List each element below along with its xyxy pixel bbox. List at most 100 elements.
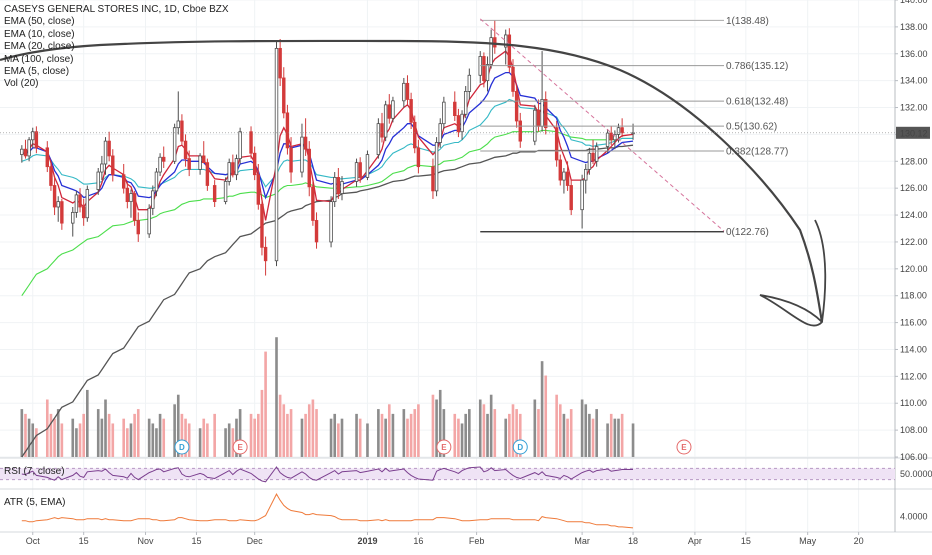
candle-body: [45, 147, 50, 168]
candle: [376, 118, 381, 159]
candle-body: [278, 47, 282, 79]
legend-ma100[interactable]: MA (100, close): [4, 53, 74, 65]
volume-bar: [329, 418, 333, 457]
candle: [121, 163, 126, 194]
candle-body: [227, 162, 231, 182]
event-marker: E: [676, 439, 692, 455]
price-tick-label: 106.00: [900, 452, 928, 462]
candle: [536, 99, 541, 132]
candle: [231, 154, 235, 178]
price-tick-label: 116.00: [900, 318, 927, 328]
rsi-title[interactable]: RSI (7, close): [4, 466, 65, 477]
volume-bar: [555, 394, 558, 457]
volume-bar: [468, 409, 471, 457]
volume-bar: [162, 418, 166, 457]
candle: [34, 126, 39, 154]
fib-level-label: 0.382(128.77): [726, 146, 788, 157]
candle-body: [20, 148, 24, 155]
candle-body: [27, 139, 31, 157]
candle: [354, 158, 359, 187]
candle: [387, 94, 391, 124]
candle: [340, 176, 344, 201]
candle: [544, 91, 548, 135]
candle: [183, 134, 188, 167]
candle: [569, 180, 573, 216]
candle-body: [121, 174, 126, 189]
volume-bar: [558, 404, 562, 457]
volume-bar: [235, 418, 238, 457]
volume-bar: [96, 409, 100, 457]
candle-body: [176, 120, 180, 129]
candle: [587, 147, 592, 175]
volume-bar: [402, 409, 406, 457]
candle-body: [172, 127, 177, 162]
candle-body: [34, 131, 39, 149]
candle: [71, 206, 75, 237]
time-tick-label: May: [799, 536, 817, 546]
candle-body: [100, 163, 104, 173]
candle-body: [333, 177, 337, 203]
legend-ema20[interactable]: EMA (20, close): [4, 41, 75, 53]
candle-body: [383, 104, 388, 138]
time-tick-label: 16: [413, 536, 423, 546]
volume-bar: [56, 409, 60, 457]
candle-body: [413, 121, 417, 149]
candle: [132, 190, 137, 226]
candle: [81, 198, 86, 226]
last-price-label: 130.12: [900, 128, 928, 138]
time-tick-label: 2019: [357, 536, 377, 546]
candle-body: [613, 134, 617, 141]
volume-bar: [377, 409, 380, 457]
time-tick-label: 15: [191, 536, 201, 546]
candles: [20, 20, 635, 276]
candle: [172, 123, 177, 164]
volume-bars: [20, 337, 635, 457]
event-marker-circle: [512, 439, 528, 455]
volume-bar: [107, 413, 111, 457]
legend-ema10[interactable]: EMA (10, close): [4, 28, 75, 40]
volume-bar: [260, 389, 264, 457]
candle: [31, 127, 35, 148]
volume-bar: [35, 428, 38, 457]
candle-body: [489, 37, 493, 65]
candle: [300, 123, 304, 178]
atr-title[interactable]: ATR (5, EMA): [4, 497, 66, 508]
volume-bar: [478, 399, 482, 457]
volume-bar: [617, 418, 620, 457]
candle-body: [78, 194, 82, 208]
legend-ema50[interactable]: EMA (50, close): [4, 16, 75, 28]
candle-body: [311, 186, 315, 221]
volume-bar: [104, 399, 107, 457]
trend-line-dashed: [479, 18, 725, 232]
volume-bar: [442, 409, 446, 457]
candle-body: [609, 132, 613, 141]
candle: [540, 51, 544, 132]
candle-body: [416, 147, 421, 168]
volume-bar: [435, 399, 438, 457]
candle: [74, 190, 79, 218]
candle: [453, 91, 457, 121]
volume-bar: [136, 409, 140, 457]
candle-body: [460, 113, 464, 133]
candle-body: [467, 74, 472, 92]
price-tick-label: 124.00: [900, 210, 928, 220]
candle: [263, 236, 268, 276]
candle: [467, 68, 472, 100]
candle: [223, 177, 228, 205]
volume-bar: [151, 423, 155, 457]
candle: [60, 198, 64, 230]
legend-volume[interactable]: Vol (20): [4, 78, 39, 90]
legend-symbol[interactable]: CASEYS GENERAL STORES INC, 1D, Cboe BZX: [4, 4, 229, 15]
volume-bar: [584, 404, 588, 457]
legend-ema5[interactable]: EMA (5, close): [4, 66, 70, 78]
candle-body: [605, 132, 610, 147]
candle: [198, 153, 202, 175]
candle: [591, 139, 595, 164]
event-marker-label: E: [681, 443, 687, 452]
candle-body: [238, 131, 242, 160]
fib-level-label: 0.786(135.12): [726, 61, 788, 72]
price-tick-label: 108.00: [900, 425, 928, 435]
candle: [463, 86, 468, 119]
